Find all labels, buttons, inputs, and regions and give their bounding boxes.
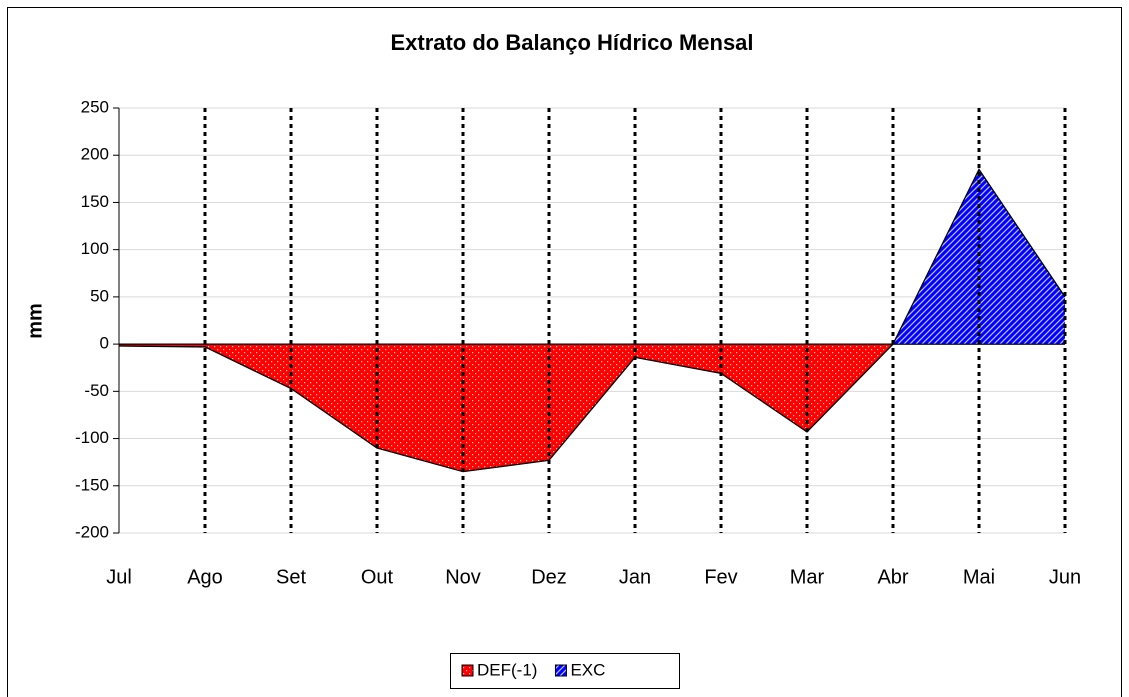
- legend-swatch: [554, 664, 567, 677]
- legend-label: DEF(-1): [477, 660, 537, 679]
- y-tick-label: 150: [81, 192, 109, 211]
- x-tick-label: Fev: [704, 566, 737, 588]
- y-axis-label: mm: [24, 303, 46, 339]
- y-tick-label: 100: [81, 239, 109, 258]
- y-tick-label: 0: [100, 334, 109, 353]
- x-tick-label: Dez: [531, 566, 567, 588]
- x-tick-label: Jul: [106, 566, 132, 588]
- legend-label: EXC: [570, 660, 605, 679]
- y-tick-label: 50: [90, 286, 109, 305]
- y-tick-label: -200: [75, 522, 109, 541]
- x-tick-label: Mar: [790, 566, 825, 588]
- x-tick-label: Jan: [619, 566, 651, 588]
- legend: DEF(-1) EXC: [450, 653, 680, 689]
- y-tick-label: 250: [81, 97, 109, 116]
- x-tick-label: Abr: [877, 566, 908, 588]
- y-tick-label: -50: [84, 381, 109, 400]
- legend-swatch: [461, 664, 474, 677]
- y-tick-label: 200: [81, 145, 109, 164]
- x-tick-label: Set: [276, 566, 306, 588]
- x-tick-label: Mai: [963, 566, 995, 588]
- x-tick-label: Out: [361, 566, 394, 588]
- y-tick-label: -150: [75, 475, 109, 494]
- chart-title: Extrato do Balanço Hídrico Mensal: [390, 30, 753, 55]
- x-tick-label: Ago: [187, 566, 223, 588]
- y-tick-label: -100: [75, 428, 109, 447]
- x-tick-label: Jun: [1049, 566, 1081, 588]
- x-tick-label: Nov: [445, 566, 481, 588]
